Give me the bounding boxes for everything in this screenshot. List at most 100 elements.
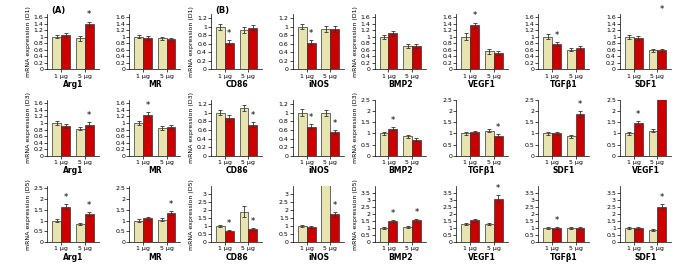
Bar <box>158 219 167 242</box>
Bar <box>658 50 666 69</box>
Bar <box>485 224 494 242</box>
Bar <box>52 37 61 69</box>
Bar <box>216 226 225 242</box>
Bar <box>298 113 306 156</box>
Bar <box>167 127 176 156</box>
Bar <box>61 35 70 69</box>
Y-axis label: mRNA expression (D1): mRNA expression (D1) <box>353 6 358 77</box>
Bar <box>543 37 552 69</box>
Bar <box>248 125 257 156</box>
Bar <box>225 230 234 242</box>
Bar <box>216 113 225 156</box>
Bar <box>61 207 70 242</box>
Bar <box>158 38 167 69</box>
Bar <box>634 38 643 69</box>
X-axis label: SDF1: SDF1 <box>553 166 575 175</box>
Text: *: * <box>496 123 500 132</box>
Bar <box>388 33 397 69</box>
Bar <box>306 227 315 242</box>
Text: *: * <box>473 11 477 20</box>
Text: *: * <box>332 119 337 128</box>
Bar <box>552 133 561 156</box>
Bar <box>471 132 479 156</box>
Bar <box>567 50 576 69</box>
Text: *: * <box>578 100 582 109</box>
Bar <box>380 228 388 242</box>
Bar <box>576 114 584 156</box>
X-axis label: Arg1: Arg1 <box>63 80 83 89</box>
X-axis label: CD86: CD86 <box>225 252 248 262</box>
Text: *: * <box>251 217 255 226</box>
Bar <box>471 221 479 242</box>
Text: *: * <box>332 200 337 210</box>
X-axis label: BMP2: BMP2 <box>388 166 412 175</box>
Bar <box>462 224 471 242</box>
Text: *: * <box>555 31 559 40</box>
Bar <box>403 136 412 156</box>
Bar <box>143 38 152 69</box>
Y-axis label: mRNA expression (D1): mRNA expression (D1) <box>189 6 195 77</box>
Bar <box>403 227 412 242</box>
X-axis label: MR: MR <box>148 80 161 89</box>
Bar <box>649 50 658 69</box>
X-axis label: CD86: CD86 <box>225 80 248 89</box>
Bar <box>61 126 70 156</box>
Bar <box>388 128 397 156</box>
Bar <box>625 133 634 156</box>
Bar <box>306 126 315 156</box>
Text: *: * <box>309 113 313 122</box>
Bar <box>134 123 143 156</box>
Legend: SLA, Sr-SLA: SLA, Sr-SLA <box>412 142 456 166</box>
Bar <box>658 29 666 156</box>
Bar <box>567 136 576 156</box>
Bar <box>412 221 421 242</box>
Bar <box>625 37 634 69</box>
Bar <box>485 51 494 69</box>
Bar <box>494 136 502 156</box>
Bar <box>85 214 94 242</box>
Bar <box>52 123 61 156</box>
X-axis label: VEGF1: VEGF1 <box>468 252 496 262</box>
Bar <box>298 27 306 69</box>
X-axis label: TGFβ1: TGFβ1 <box>550 80 578 89</box>
Bar <box>134 221 143 242</box>
X-axis label: TGFβ1: TGFβ1 <box>468 166 496 175</box>
Bar <box>321 113 330 156</box>
Text: *: * <box>145 101 150 110</box>
Bar <box>576 48 584 69</box>
X-axis label: Arg1: Arg1 <box>63 252 83 262</box>
Bar <box>471 25 479 69</box>
Bar <box>625 228 634 242</box>
Bar <box>485 131 494 156</box>
Bar <box>321 167 330 242</box>
Bar <box>167 39 176 69</box>
Bar <box>239 30 248 69</box>
X-axis label: CD86: CD86 <box>225 166 248 175</box>
Bar <box>298 226 306 242</box>
Text: *: * <box>251 111 255 120</box>
Bar <box>634 123 643 156</box>
Text: *: * <box>496 184 500 193</box>
Text: *: * <box>309 29 313 38</box>
X-axis label: VEGF1: VEGF1 <box>632 166 660 175</box>
Bar <box>85 24 94 69</box>
Text: *: * <box>64 193 68 202</box>
Bar <box>380 133 388 156</box>
Text: *: * <box>636 109 641 119</box>
Text: *: * <box>87 201 92 210</box>
Bar <box>239 108 248 156</box>
X-axis label: TGFβ1: TGFβ1 <box>550 252 578 262</box>
Bar <box>658 207 666 242</box>
Bar <box>225 118 234 156</box>
Bar <box>143 218 152 242</box>
Bar <box>330 132 339 156</box>
Text: *: * <box>227 29 231 38</box>
Y-axis label: mRNA expression (D3): mRNA expression (D3) <box>189 92 195 163</box>
Y-axis label: mRNA expression (D3): mRNA expression (D3) <box>353 92 358 163</box>
Bar <box>576 228 584 242</box>
Bar <box>634 228 643 242</box>
Bar <box>543 228 552 242</box>
X-axis label: iNOS: iNOS <box>308 80 329 89</box>
Bar <box>552 44 561 69</box>
Bar <box>52 221 61 242</box>
